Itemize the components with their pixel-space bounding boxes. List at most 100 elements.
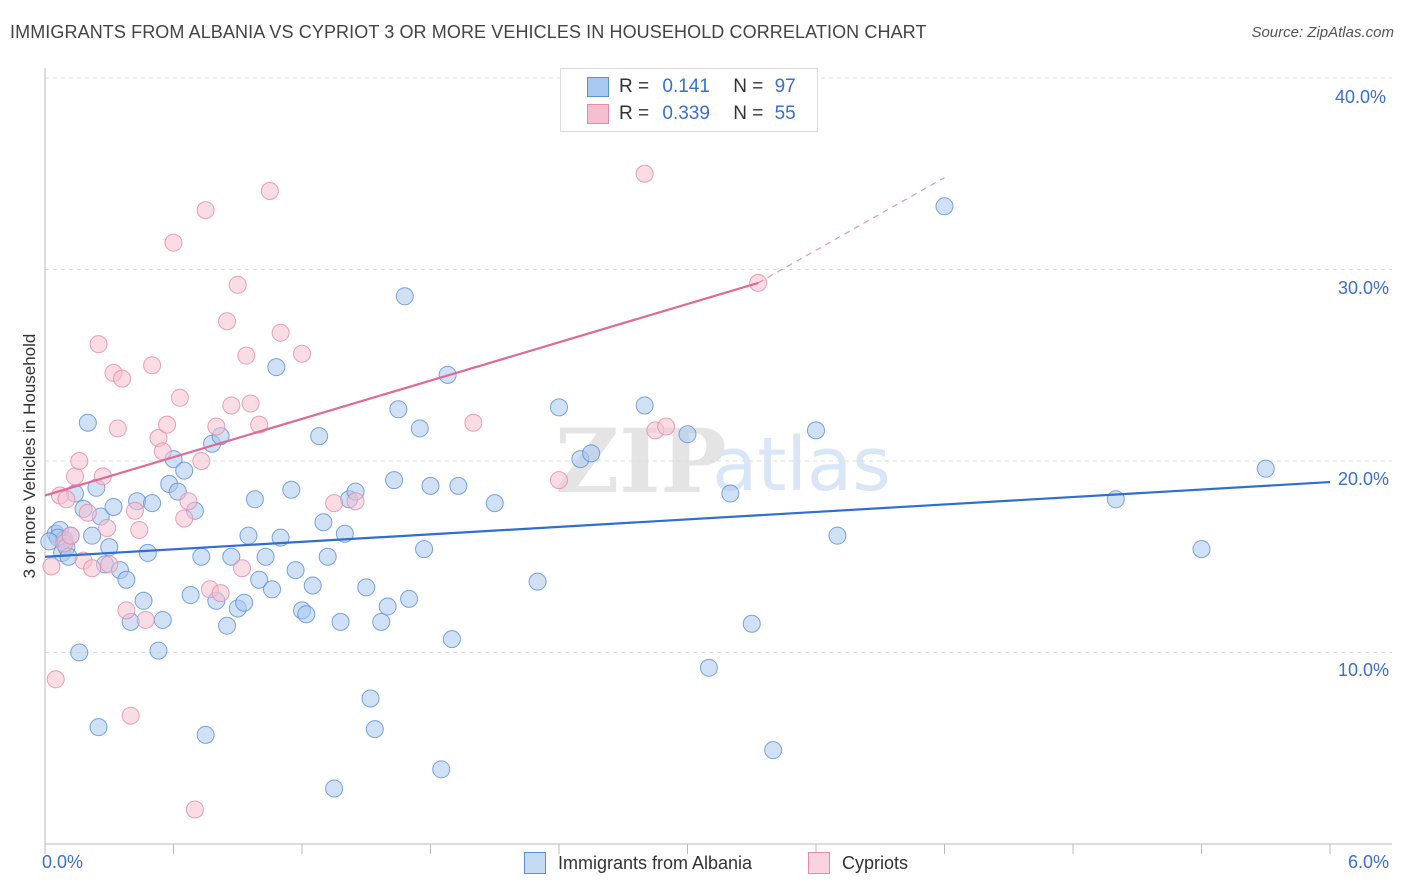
point-cypriots-10 <box>83 559 102 578</box>
point-albania-74 <box>432 760 451 779</box>
point-albania-70 <box>400 589 419 608</box>
point-albania-89 <box>828 526 847 545</box>
point-albania-46 <box>263 580 282 599</box>
point-cypriots-41 <box>237 346 256 365</box>
legend-cypriots-label: Cypriots <box>842 852 909 873</box>
point-albania-58 <box>331 612 350 631</box>
point-albania-34 <box>196 725 215 744</box>
point-albania-76 <box>442 630 461 649</box>
point-albania-55 <box>314 513 333 532</box>
point-albania-24 <box>143 494 162 513</box>
point-cypriots-18 <box>117 601 136 620</box>
point-albania-39 <box>222 547 241 566</box>
y-tick-10: 10.0% <box>1338 660 1390 680</box>
point-albania-43 <box>245 490 264 509</box>
point-albania-17 <box>104 497 123 516</box>
point-cypriots-51 <box>635 164 654 183</box>
point-albania-50 <box>286 561 305 580</box>
point-albania-44 <box>250 570 269 589</box>
point-cypriots-30 <box>179 492 198 511</box>
legend-albania-label: Immigrants from Albania <box>558 852 753 873</box>
point-cypriots-9 <box>78 503 97 522</box>
cypriots-r-value: 0.339 <box>662 103 710 124</box>
point-cypriots-21 <box>130 520 149 539</box>
point-cypriots-1 <box>46 670 65 689</box>
point-cypriots-27 <box>164 233 183 252</box>
legend-item-albania[interactable]: Immigrants from Albania <box>524 852 752 874</box>
point-albania-67 <box>385 471 404 490</box>
point-albania-64 <box>365 720 384 739</box>
albania-n-label: N = <box>733 76 764 97</box>
point-cypriots-50 <box>550 471 568 490</box>
point-albania-85 <box>699 658 718 677</box>
point-albania-82 <box>582 444 601 463</box>
y-tick-30: 30.0% <box>1338 278 1390 298</box>
cypriots-stats-text: R = 0.339 N = 55 <box>619 103 796 125</box>
legend-albania-swatch <box>524 852 546 874</box>
point-cypriots-40 <box>233 559 252 578</box>
point-cypriots-45 <box>271 323 290 342</box>
legend-item-cypriots[interactable]: Cypriots <box>808 852 908 874</box>
point-cypriots-28 <box>170 388 189 407</box>
point-albania-83 <box>635 396 654 415</box>
point-cypriots-33 <box>196 201 215 220</box>
point-cypriots-11 <box>89 335 108 354</box>
point-albania-42 <box>239 526 258 545</box>
point-albania-33 <box>192 547 211 566</box>
point-albania-38 <box>218 616 237 635</box>
point-cypriots-53 <box>657 417 676 436</box>
y-tick-40: 40.0% <box>1335 87 1387 107</box>
point-albania-77 <box>449 476 468 495</box>
point-cypriots-38 <box>222 396 241 415</box>
point-albania-56 <box>318 547 337 566</box>
point-cypriots-46 <box>293 344 311 363</box>
point-cypriots-47 <box>325 494 344 513</box>
point-albania-69 <box>395 287 414 306</box>
point-albania-22 <box>134 591 153 610</box>
trendline-albania <box>44 480 1331 558</box>
point-albania-95 <box>40 532 59 551</box>
watermark-atlas: atlas <box>712 422 891 508</box>
point-cypriots-31 <box>185 800 204 819</box>
point-albania-12 <box>83 526 102 545</box>
point-cypriots-0 <box>42 557 61 576</box>
y-tick-20: 20.0% <box>1338 469 1390 489</box>
point-cypriots-5 <box>61 526 80 545</box>
cypriots-swatch <box>587 104 609 124</box>
point-cypriots-4 <box>57 490 76 509</box>
point-cypriots-7 <box>70 452 89 470</box>
point-albania-19 <box>117 570 136 589</box>
point-albania-66 <box>378 597 397 616</box>
point-albania-31 <box>181 586 200 605</box>
albania-n-value: 97 <box>774 76 796 97</box>
point-cypriots-29 <box>175 509 194 528</box>
point-cypriots-23 <box>143 356 162 375</box>
point-albania-57 <box>325 779 344 798</box>
point-cypriots-49 <box>464 413 483 432</box>
albania-r-label: R = <box>619 76 650 97</box>
albania-swatch <box>587 77 609 97</box>
albania-r-value: 0.141 <box>662 76 710 97</box>
trendline-cypriots-extension <box>757 177 945 284</box>
point-cypriots-20 <box>125 501 144 520</box>
cypriots-r-label: R = <box>619 103 650 124</box>
stats-legend: R = 0.141 N = 97 R = 0.339 N = 55 <box>560 68 818 132</box>
legend-cypriots-swatch <box>808 852 830 874</box>
point-cypriots-43 <box>250 415 269 434</box>
point-albania-52 <box>297 605 316 624</box>
point-albania-30 <box>175 461 194 480</box>
point-albania-87 <box>742 614 761 633</box>
point-albania-91 <box>935 197 954 216</box>
point-cypriots-16 <box>108 419 127 438</box>
point-albania-93 <box>1192 540 1211 559</box>
point-albania-54 <box>310 427 329 446</box>
point-cypriots-25 <box>153 442 172 461</box>
x-tick-max: 6.0% <box>1348 852 1390 872</box>
trendline-cypriots <box>44 281 759 497</box>
point-albania-41 <box>235 593 254 612</box>
point-albania-23 <box>138 543 157 562</box>
x-tick-min: 0.0% <box>42 852 84 872</box>
point-albania-71 <box>410 419 429 438</box>
point-albania-96 <box>89 718 108 737</box>
